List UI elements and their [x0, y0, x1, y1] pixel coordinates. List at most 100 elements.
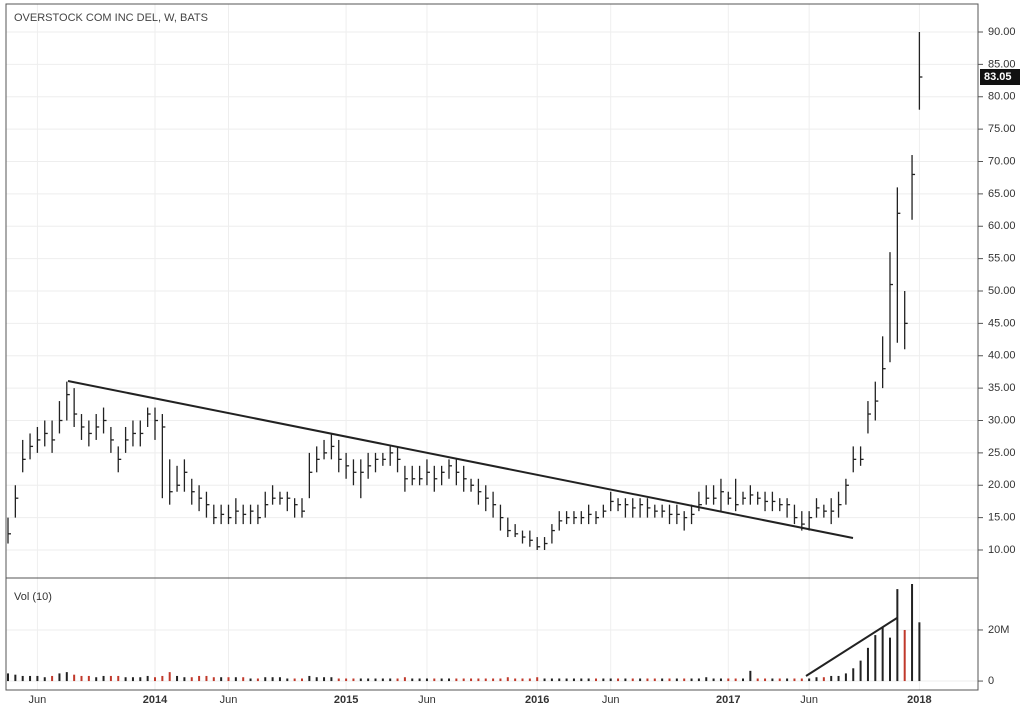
- volume-bar: [330, 677, 333, 682]
- volume-bar: [609, 678, 612, 682]
- volume-bar: [139, 677, 142, 682]
- volume-bar: [227, 677, 230, 682]
- volume-bar: [565, 678, 568, 682]
- volume-bar: [154, 677, 156, 682]
- y-tick-label: 80.00: [988, 91, 1016, 103]
- volume-bar: [646, 678, 649, 682]
- volume-bar: [51, 675, 54, 682]
- y-tick-label: 20.00: [988, 479, 1016, 491]
- volume-bar: [124, 677, 127, 682]
- volume-bar: [572, 678, 575, 682]
- volume-bar: [771, 678, 774, 682]
- volume-bar: [881, 627, 884, 682]
- volume-bar: [918, 622, 921, 682]
- x-tick-label: Jun: [418, 694, 436, 706]
- volume-bar: [301, 678, 303, 682]
- volume-bar: [29, 675, 32, 682]
- y-tick-label: 20M: [988, 624, 1009, 636]
- volume-bar: [661, 678, 664, 682]
- volume-bar: [903, 629, 906, 682]
- volume-bar: [73, 674, 76, 682]
- volume-bar: [719, 678, 722, 682]
- volume-title: Vol (10): [14, 591, 52, 603]
- volume-bar: [176, 675, 179, 682]
- last-price-label: 83.05: [984, 71, 1012, 83]
- volume-bar: [705, 677, 708, 682]
- volume-bar: [558, 678, 561, 682]
- volume-bar: [21, 675, 24, 682]
- x-tick-label: Jun: [602, 694, 620, 706]
- y-tick-label: 25.00: [988, 447, 1016, 459]
- volume-bar: [389, 678, 392, 682]
- volume-bar: [528, 678, 531, 682]
- volume-bar: [146, 675, 149, 682]
- volume-bar: [778, 678, 781, 682]
- volume-bar: [595, 678, 597, 682]
- volume-bar: [448, 678, 450, 682]
- volume-bar: [315, 677, 318, 682]
- volume-bar: [117, 675, 120, 682]
- volume-bar: [712, 678, 715, 682]
- last-price-box: [980, 69, 1020, 86]
- volume-bar: [198, 675, 201, 682]
- volume-bar: [43, 677, 46, 682]
- volume-bar: [293, 678, 296, 682]
- volume-bar: [683, 678, 686, 682]
- chart-title: OVERSTOCK COM INC DEL, W, BATS: [14, 12, 208, 24]
- volume-bar: [749, 670, 752, 682]
- y-tick-label: 30.00: [988, 414, 1016, 426]
- volume-bar: [220, 677, 223, 682]
- volume-bar: [521, 678, 524, 682]
- volume-bar: [690, 678, 693, 682]
- x-tick-label: 2014: [143, 694, 168, 706]
- volume-bar: [411, 678, 414, 682]
- volume-bar: [837, 675, 840, 682]
- volume-bar: [168, 672, 171, 682]
- volume-bar: [271, 677, 274, 682]
- volume-bar: [543, 678, 546, 682]
- volume-bar: [499, 678, 502, 682]
- volume-bar: [242, 677, 245, 682]
- volume-bar: [536, 677, 539, 682]
- volume-bar: [352, 678, 355, 682]
- y-tick-label: 90.00: [988, 26, 1016, 38]
- volume-bar: [183, 677, 186, 682]
- volume-bar: [602, 678, 605, 682]
- volume-bar: [58, 673, 61, 682]
- x-tick-label: 2017: [716, 694, 740, 706]
- volume-bar: [425, 678, 428, 682]
- volume-bar: [7, 673, 9, 682]
- volume-bar: [668, 678, 671, 682]
- volume-bar: [492, 678, 495, 682]
- volume-bar: [889, 637, 891, 682]
- volume-bar: [866, 647, 869, 682]
- x-tick-label: 2018: [907, 694, 931, 706]
- volume-bar: [844, 673, 847, 682]
- volume-bar: [455, 678, 458, 682]
- volume-bar: [822, 677, 825, 682]
- volume-bar: [477, 678, 480, 682]
- volume-bar: [587, 678, 590, 682]
- volume-bar: [815, 677, 818, 682]
- volume-bar: [345, 678, 348, 682]
- volume-bar: [87, 675, 90, 682]
- y-tick-label: 35.00: [988, 382, 1016, 394]
- marks: [7, 32, 923, 682]
- volume-bar: [396, 678, 399, 682]
- volume-bar: [617, 678, 620, 682]
- y-tick-label: 40.00: [988, 350, 1016, 362]
- x-tick-label: 2015: [334, 694, 358, 706]
- volume-bar: [786, 678, 789, 682]
- volume-bar: [580, 678, 583, 682]
- volume-bar: [36, 675, 39, 682]
- volume-bar: [102, 675, 105, 682]
- volume-bar: [852, 668, 855, 682]
- volume-bar: [374, 678, 377, 682]
- volume-bar: [249, 678, 252, 682]
- volume-bar: [734, 678, 737, 682]
- volume-bar: [367, 678, 370, 682]
- y-tick-label: 15.00: [988, 512, 1016, 524]
- volume-bar: [675, 678, 678, 682]
